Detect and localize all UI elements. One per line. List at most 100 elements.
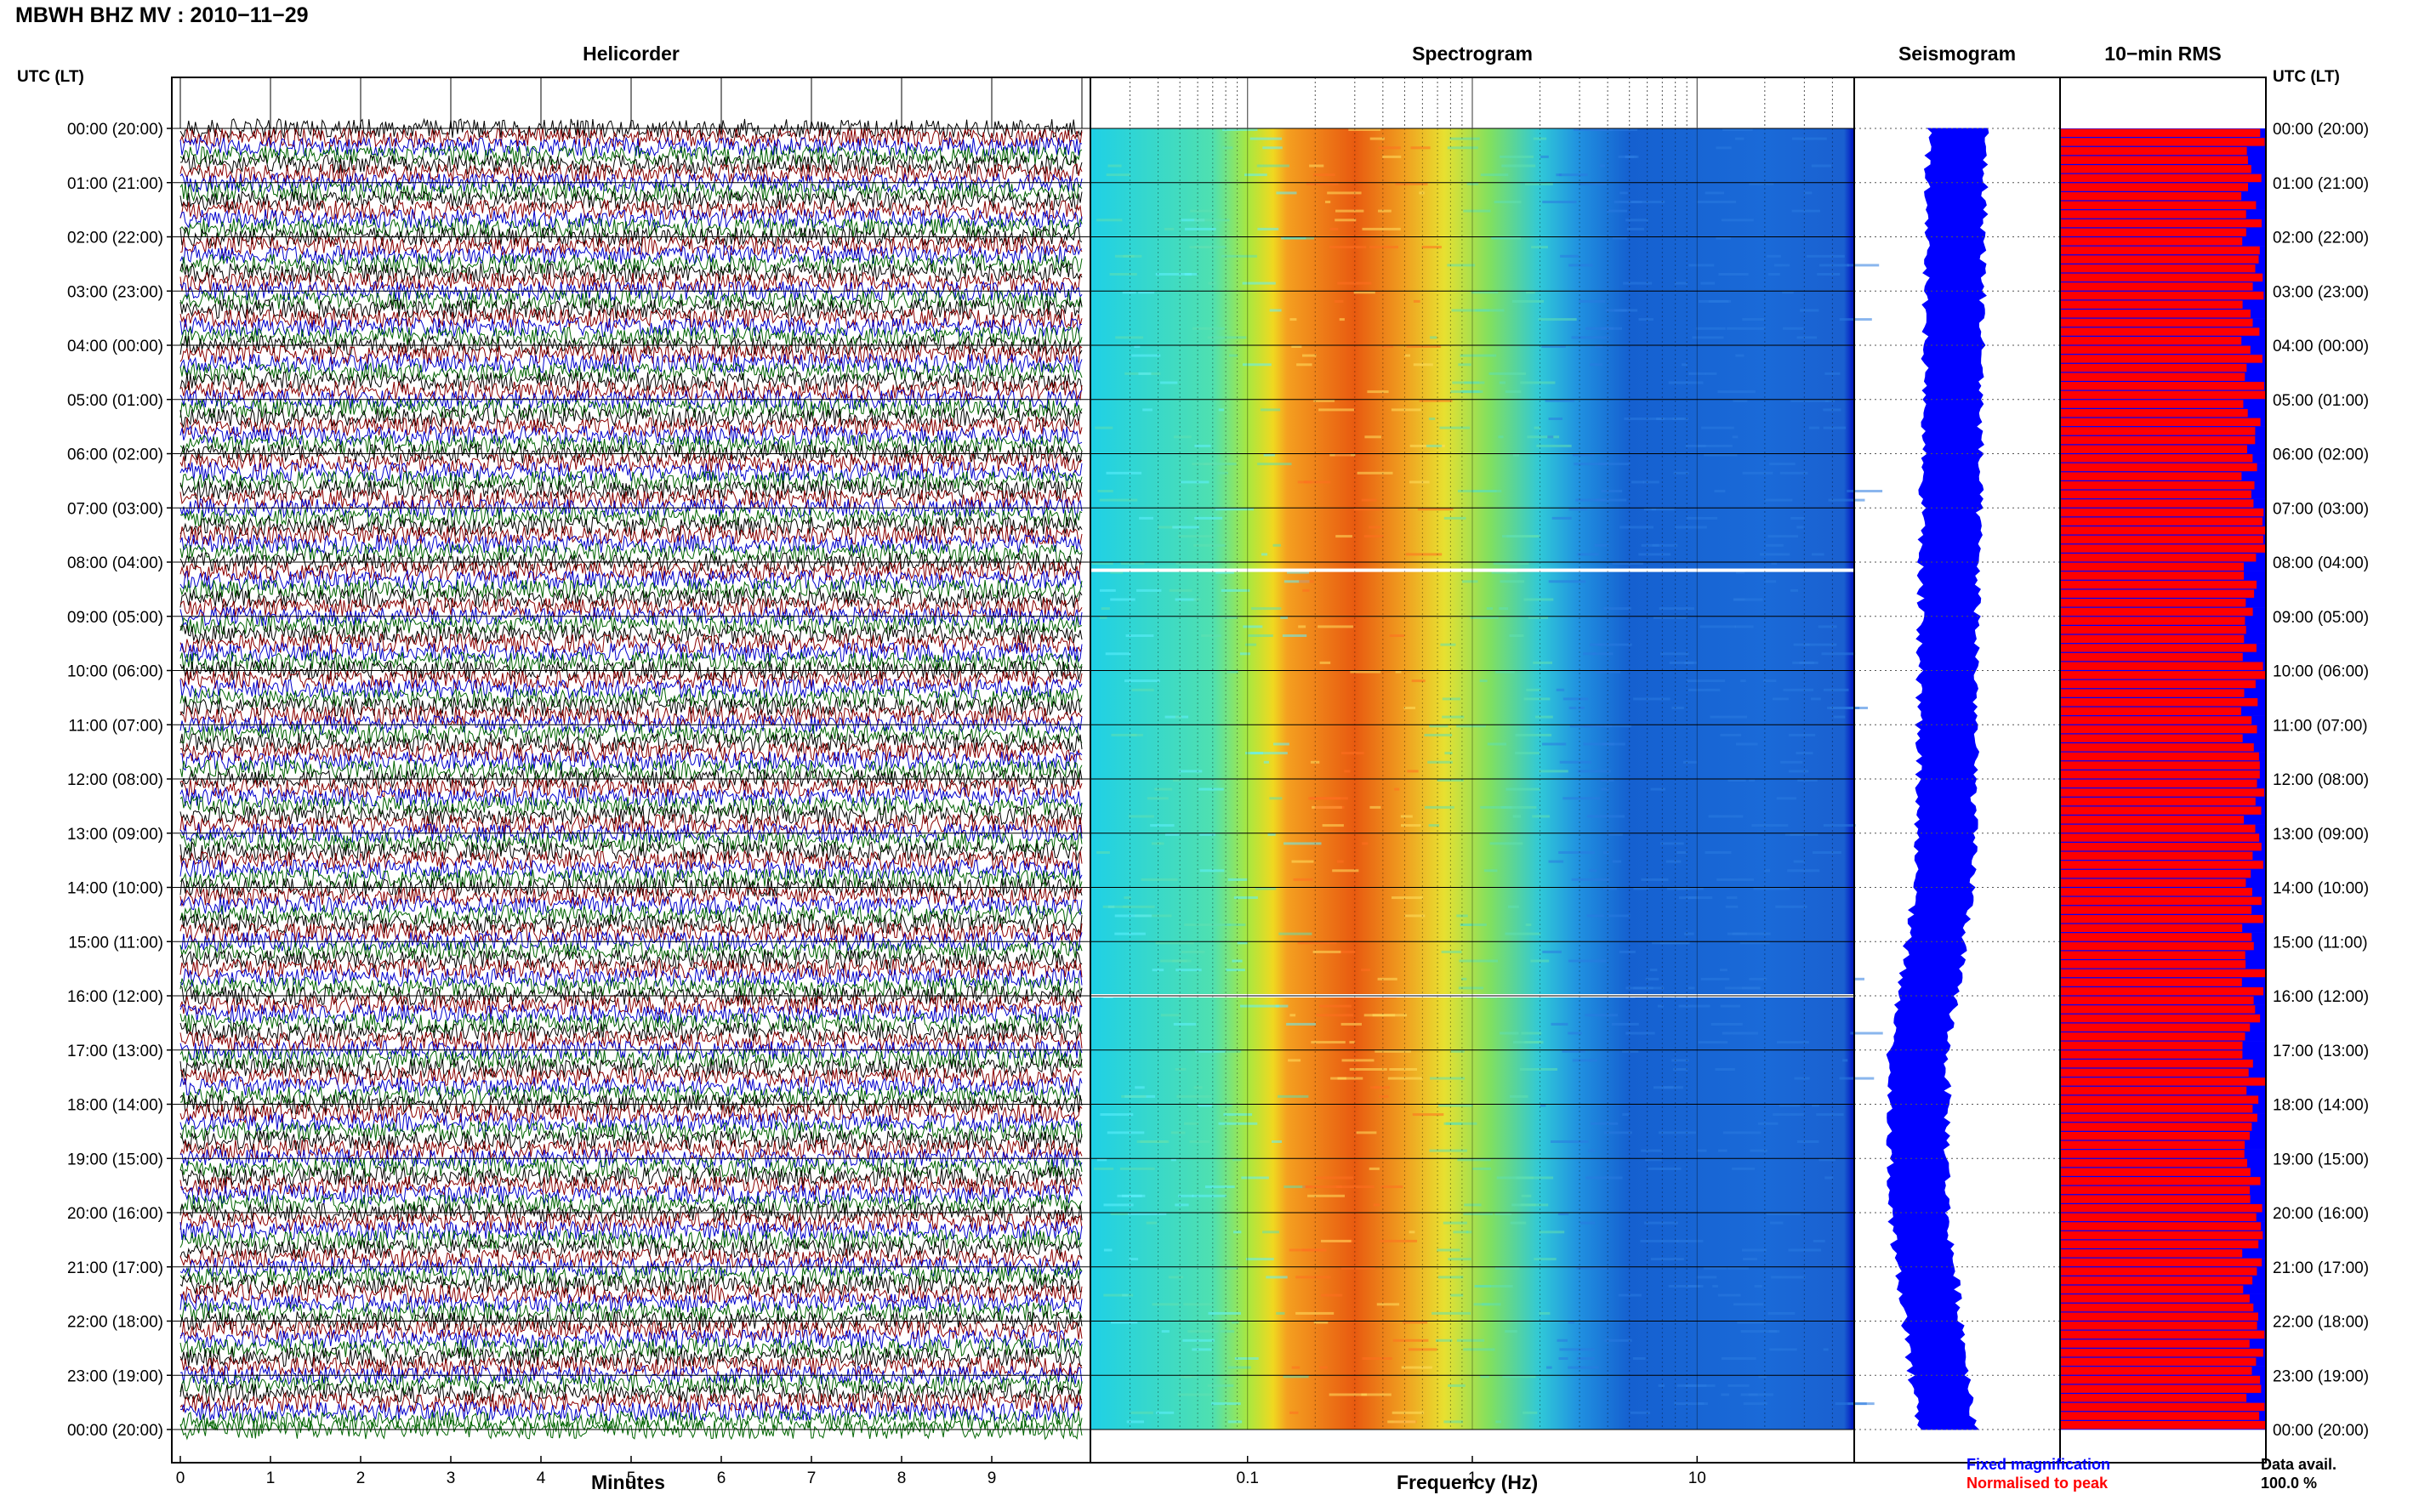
helicorder-trace xyxy=(179,686,1083,708)
spectrogram-texture xyxy=(1158,526,1181,529)
spectrogram-texture xyxy=(1128,815,1154,818)
rms-bar-normalised xyxy=(2060,291,2264,300)
hour-tick-label: 00:00 (20:00) xyxy=(67,1422,163,1440)
spectrogram-texture xyxy=(1405,553,1443,556)
spectrogram-texture xyxy=(1516,1176,1554,1179)
helicorder-trace xyxy=(179,172,1083,194)
hour-tick-label: 06:00 (02:00) xyxy=(67,446,163,464)
spectrogram-texture xyxy=(1523,1411,1538,1414)
rms-bar-normalised xyxy=(2060,445,2247,453)
spectrogram-texture xyxy=(1749,182,1774,185)
spectrogram-texture xyxy=(1505,571,1517,574)
spectrogram-texture xyxy=(1453,1231,1469,1234)
spectrogram-texture xyxy=(1297,941,1337,945)
spectrogram-texture xyxy=(1597,463,1631,466)
spectrogram-texture xyxy=(1091,562,1113,565)
spectrogram-texture xyxy=(1329,1393,1367,1396)
rms-bar-normalised xyxy=(2060,1014,2261,1023)
spectrogram-texture xyxy=(1548,418,1562,420)
spectrogram-texture xyxy=(1233,1231,1242,1234)
spectrogram-texture xyxy=(1319,661,1331,664)
spectrogram-texture xyxy=(1283,1375,1309,1378)
spectrogram-texture xyxy=(1733,399,1748,402)
spectrogram-texture xyxy=(1428,824,1440,827)
spectrogram-texture xyxy=(1251,607,1282,611)
seismogram-title: Seismogram xyxy=(1898,43,2017,65)
helicorder-trace xyxy=(179,768,1083,790)
spectrogram-texture xyxy=(1790,516,1805,520)
spectrogram-texture xyxy=(1811,164,1831,168)
rms-bar-normalised xyxy=(2060,219,2262,228)
spectrogram-texture xyxy=(1800,309,1819,312)
spectrogram-texture xyxy=(1785,833,1819,836)
spectrogram-texture xyxy=(1283,1185,1306,1189)
rms-bar-normalised xyxy=(2060,499,2254,508)
spectrogram-texture xyxy=(1672,418,1688,420)
spectrogram-texture xyxy=(1242,281,1276,285)
spectrogram-texture xyxy=(1462,390,1481,394)
helicorder-xlabel: Minutes xyxy=(591,1471,665,1493)
helicorder-trace xyxy=(179,1345,1083,1368)
spectrogram-texture xyxy=(1302,354,1317,357)
spectrogram-texture xyxy=(1642,480,1659,484)
spectrogram-texture xyxy=(1282,634,1307,637)
rms-bar-normalised xyxy=(2060,390,2266,400)
spectrogram-texture xyxy=(1669,661,1698,664)
helicorder-trace xyxy=(179,1337,1083,1359)
spectrogram-texture xyxy=(1641,543,1659,547)
rms-bar-normalised xyxy=(2060,806,2262,815)
spectrogram-texture xyxy=(1597,643,1632,646)
minute-tick-label: 4 xyxy=(537,1469,546,1487)
spectrogram-texture xyxy=(1208,281,1216,285)
spectrogram-texture xyxy=(1622,1049,1639,1053)
spectrogram-texture xyxy=(1538,318,1577,321)
helicorder-trace xyxy=(179,298,1083,320)
spectrogram-texture xyxy=(1313,173,1335,177)
helicorder-trace xyxy=(179,469,1083,492)
spectrogram-texture xyxy=(1648,1167,1682,1170)
frequency-tick-label: 1 xyxy=(1468,1469,1477,1487)
rms-bar-normalised xyxy=(2060,138,2265,146)
spectrogram-texture xyxy=(1607,209,1628,213)
spectrogram-texture xyxy=(1269,309,1282,312)
spectrogram-texture xyxy=(1458,490,1497,492)
spectrogram-texture xyxy=(1382,155,1402,158)
spectrogram-texture xyxy=(1714,490,1726,492)
helicorder-trace xyxy=(179,821,1083,844)
spectrogram-texture xyxy=(1767,273,1780,276)
spectrogram-texture xyxy=(1496,1176,1534,1179)
spectrogram-texture xyxy=(1631,480,1644,484)
spectrogram-texture xyxy=(1576,1266,1609,1270)
rms-bar-normalised xyxy=(2060,896,2262,906)
spectrogram-texture xyxy=(1718,1149,1727,1152)
spectrogram-texture xyxy=(1521,1032,1542,1035)
hour-tick-label-right: 21:00 (17:00) xyxy=(2273,1259,2369,1277)
spectrogram-texture xyxy=(1523,697,1551,701)
spectrogram-texture xyxy=(1263,453,1275,457)
rms-bar-normalised xyxy=(2060,228,2246,236)
spectrogram-texture xyxy=(1448,1384,1466,1387)
helicorder-trace xyxy=(179,370,1083,392)
spectrogram-texture xyxy=(1735,354,1745,357)
rms-bar-normalised xyxy=(2060,1059,2253,1068)
helicorder-trace xyxy=(179,1418,1083,1441)
rms-bar-normalised xyxy=(2060,607,2253,617)
spectrogram-texture xyxy=(1430,1077,1466,1080)
spectrogram-texture xyxy=(1696,1276,1717,1279)
spectrogram-texture xyxy=(1473,1303,1490,1306)
spectrogram-texture xyxy=(1241,1176,1269,1179)
spectrogram-texture xyxy=(1595,345,1603,348)
spectrogram-texture xyxy=(1631,201,1665,203)
spectrogram-texture xyxy=(1767,535,1798,538)
spectrogram-texture xyxy=(1500,155,1534,158)
spectrogram-texture xyxy=(1152,1303,1180,1306)
spectrogram-texture xyxy=(1341,752,1364,755)
spectrogram-texture xyxy=(1233,896,1258,900)
hour-tick-label-right: 18:00 (14:00) xyxy=(2273,1097,2369,1115)
rms-bar-normalised xyxy=(2060,1158,2247,1168)
rms-bar-normalised xyxy=(2060,535,2263,544)
spectrogram-texture xyxy=(1464,1203,1482,1207)
spectrogram-texture xyxy=(1754,1285,1762,1287)
rms-bar-normalised xyxy=(2060,1086,2247,1095)
spectrogram-texture xyxy=(1184,1122,1199,1125)
